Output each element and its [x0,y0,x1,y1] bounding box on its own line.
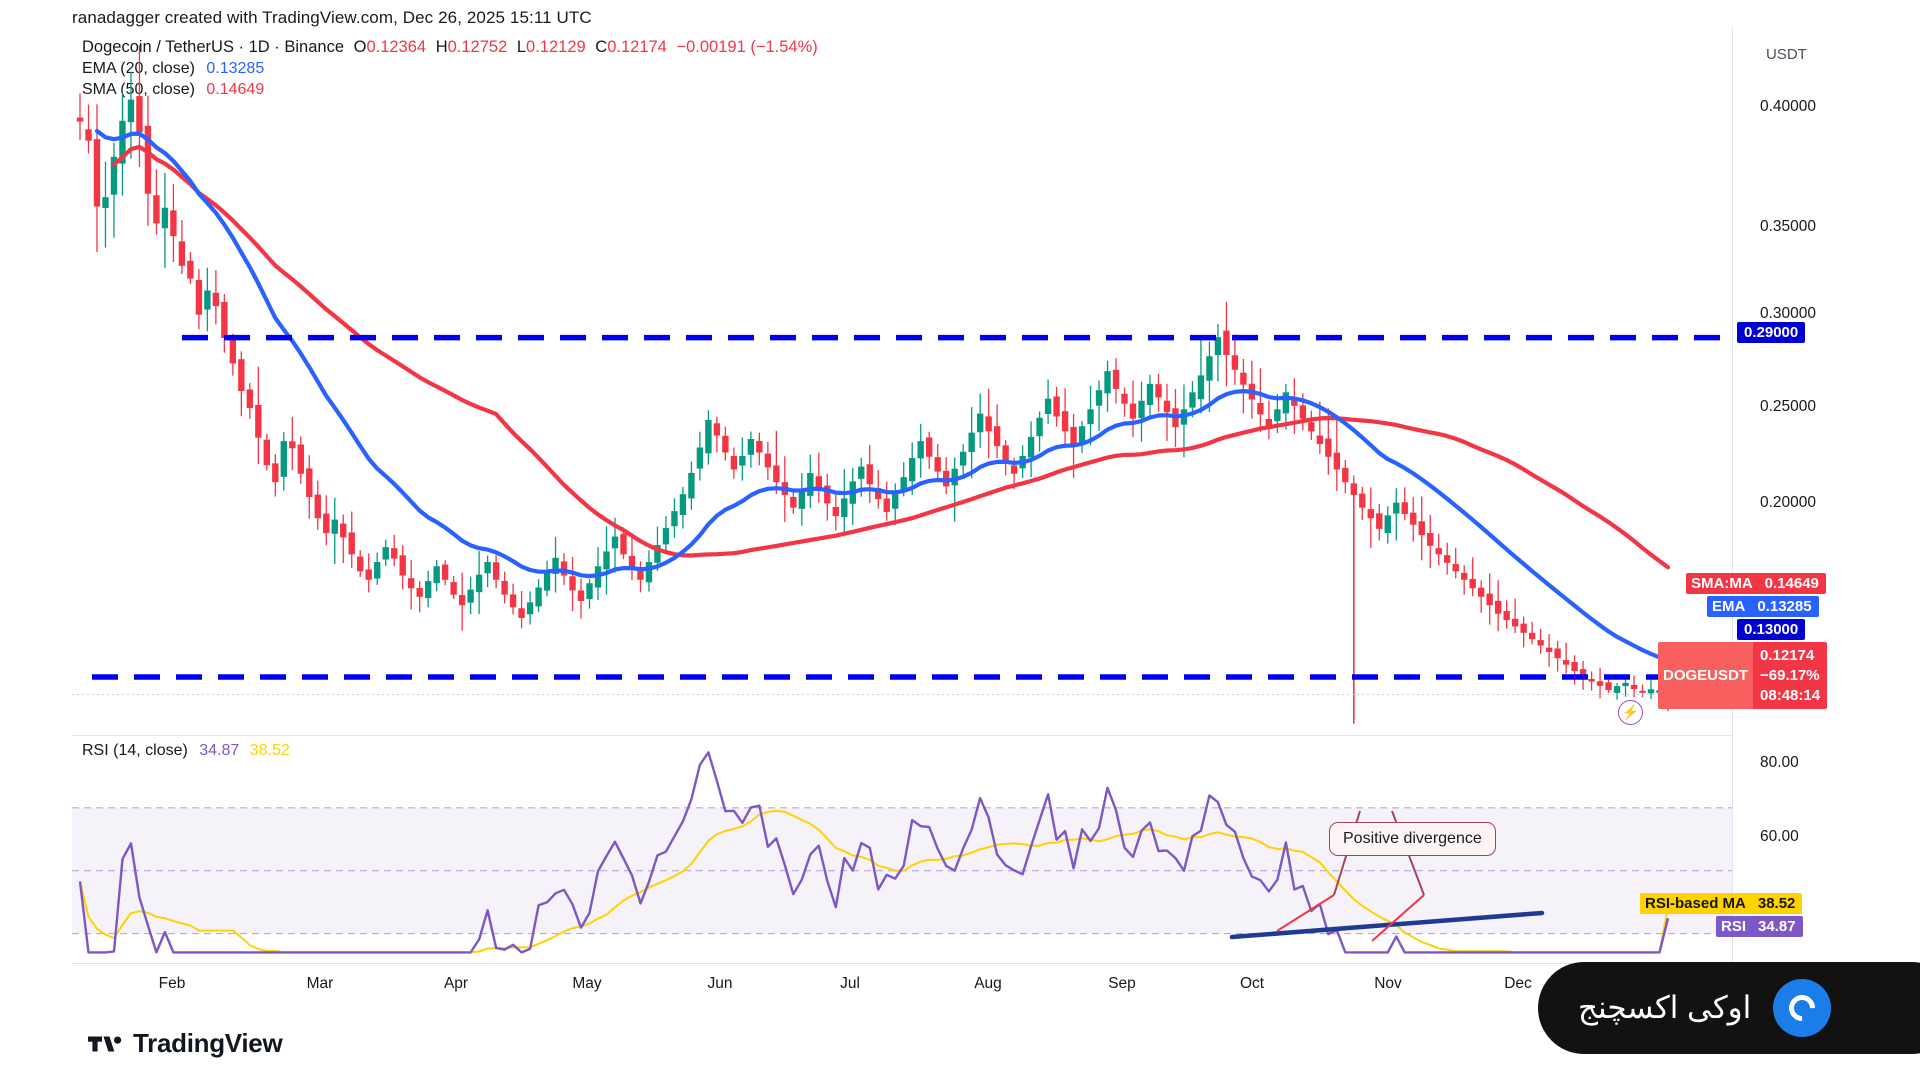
symbol-title[interactable]: Dogecoin / TetherUS · 1D · Binance [82,38,344,56]
pane-divider [72,735,1732,736]
sma-value: 0.14649 [206,81,265,98]
last-price-block: 0.12174 −69.17% 08:48:14 [1753,642,1828,710]
price-plot [72,44,1732,724]
date-tick-apr: Apr [443,975,469,992]
change-value: −0.00191 (−1.54%) [676,38,818,56]
level-high-badge[interactable]: 0.29000 [1737,322,1806,343]
okx-watermark-pill: اوکی اکسچنج [1538,962,1920,1054]
high-value: 0.12752 [447,38,508,56]
ema-badge-value: 0.13285 [1750,596,1819,617]
last-price-tag: DOGEUSDT [1658,642,1754,710]
sma-price-badge[interactable]: SMA:MA 0.14649 [1686,573,1826,594]
date-tick-sep: Sep [1108,975,1136,992]
date-tick-mar: Mar [306,975,334,992]
low-value: 0.12129 [526,38,586,56]
price-tick-4: 0.20000 [1760,494,1817,511]
rsi-badge[interactable]: RSI 34.87 [1716,916,1803,937]
rsi-legend-row[interactable]: RSI (14, close) 34.87 38.52 [82,742,290,760]
date-tick-aug: Aug [974,975,1002,992]
high-key: H [435,38,448,56]
ohlc-open: O0.12364 [354,38,427,56]
ema-legend-row[interactable]: EMA (20, close) 0.13285 [82,58,818,79]
price-axis-unit: USDT [1766,46,1807,63]
rsi-label: RSI (14, close) [82,742,188,759]
axis-divider-vertical [1732,28,1733,968]
ema-price-badge[interactable]: EMA 0.13285 [1707,596,1819,617]
ema-label: EMA (20, close) [82,60,195,77]
price-tick-0: 0.40000 [1760,98,1817,115]
okx-watermark-logo-icon [1773,979,1832,1037]
ohlc-high: H0.12752 [436,38,508,56]
date-tick-nov: Nov [1374,975,1402,992]
tradingview-mark-icon [88,1036,122,1051]
price-tick-2: 0.30000 [1760,305,1817,322]
rsi-ma-badge-tag: RSI-based MA [1640,893,1751,914]
date-tick-feb: Feb [158,975,186,992]
date-tick-dec: Dec [1504,975,1532,992]
level-low-badge[interactable]: 0.13000 [1737,619,1806,640]
ema-badge-tag: EMA [1707,596,1751,617]
price-tick-3: 0.25000 [1760,398,1817,415]
rsi-badge-tag: RSI [1716,916,1752,937]
level-high-value: 0.29000 [1737,322,1806,343]
last-price-countdown: 08:48:14 [1760,686,1821,704]
sma-badge-value: 0.14649 [1757,573,1826,594]
date-tick-oct: Oct [1239,975,1265,992]
last-price-value: 0.12174 [1760,647,1815,664]
sma-label: SMA (50, close) [82,81,195,98]
price-pane[interactable] [72,30,1732,730]
close-key: C [595,38,608,56]
last-price-change: −69.17% [1760,666,1820,684]
attribution-text: ranadagger created with TradingView.com,… [72,8,592,27]
date-tick-jun: Jun [707,975,733,992]
sma-badge-tag: SMA:MA [1686,573,1758,594]
open-value: 0.12364 [366,38,427,56]
price-tick-1: 0.35000 [1760,218,1817,235]
date-tick-jul: Jul [840,975,860,992]
ohlc-close: C0.12174 [595,38,667,56]
rsi-ma-value: 38.52 [249,742,290,759]
low-key: L [516,38,527,56]
ohlc-low: L0.12129 [517,38,586,56]
rsi-tick-0: 80.00 [1760,754,1799,771]
date-tick-may: May [572,975,602,992]
rsi-value: 34.87 [199,742,240,759]
replay-bolt-icon[interactable]: ⚡ [1618,700,1643,725]
chart-legend: Dogecoin / TetherUS · 1D · Binance O0.12… [82,37,818,100]
rsi-ma-badge[interactable]: RSI-based MA 38.52 [1640,893,1803,914]
symbol-legend-row[interactable]: Dogecoin / TetherUS · 1D · Binance O0.12… [82,37,818,58]
okx-watermark-text: اوکی اکسچنج [1578,990,1752,1025]
sma-legend-row[interactable]: SMA (50, close) 0.14649 [82,79,818,100]
close-value: 0.12174 [607,38,667,56]
positive-divergence-callout[interactable]: Positive divergence [1329,822,1496,856]
axis-divider-horizontal [72,963,1848,964]
tradingview-wordmark: TradingView [133,1028,283,1058]
ema-value: 0.13285 [206,60,265,77]
tradingview-logo: TradingView [88,1028,283,1059]
level-low-value: 0.13000 [1737,619,1806,640]
rsi-tick-1: 60.00 [1760,828,1799,845]
last-price-badge[interactable]: DOGEUSDT 0.12174 −69.17% 08:48:14 [1658,642,1828,710]
rsi-badge-value: 34.87 [1751,916,1803,937]
open-key: O [353,38,367,56]
rsi-ma-badge-value: 38.52 [1750,893,1803,914]
